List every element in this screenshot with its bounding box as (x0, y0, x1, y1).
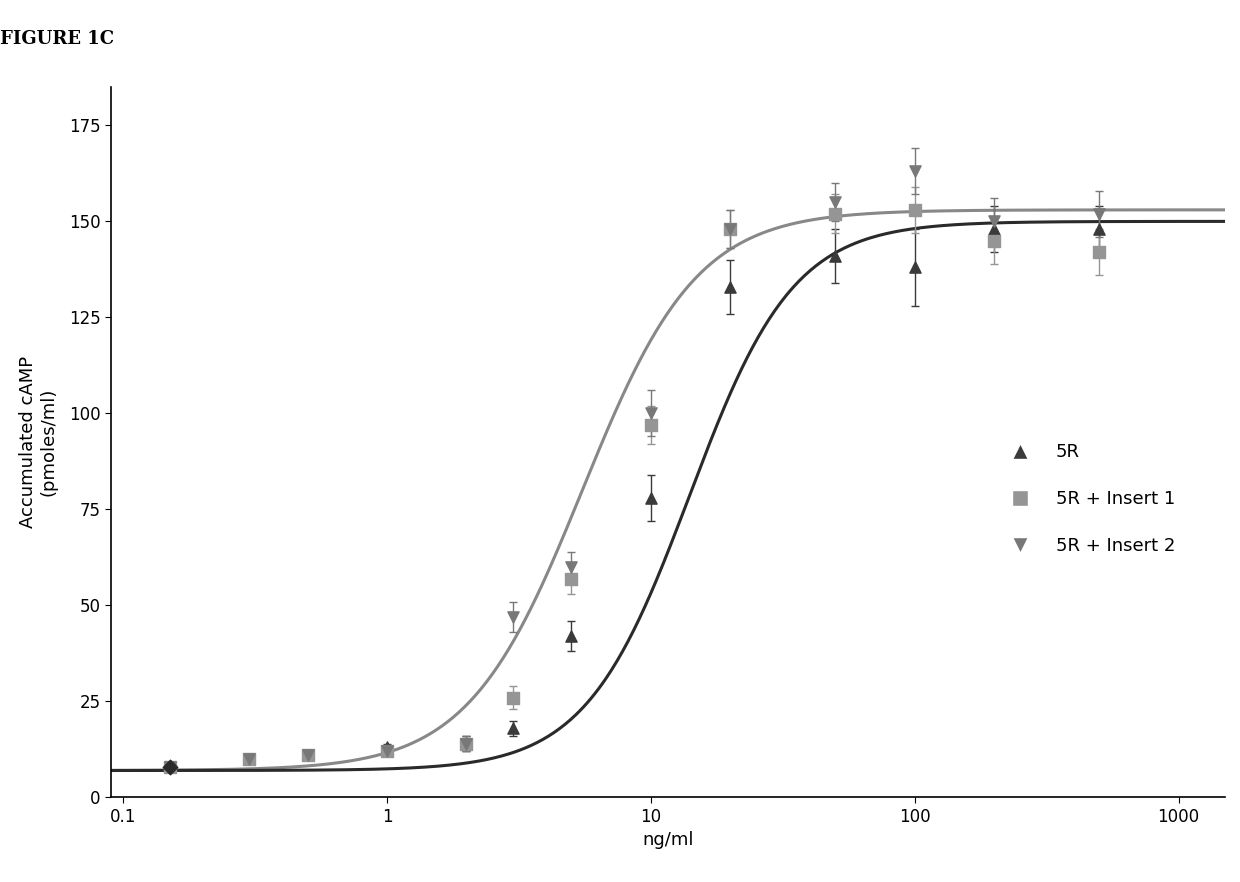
5R + Insert 1 (985, 234, 1004, 248)
5R (562, 629, 582, 643)
5R (985, 222, 1004, 236)
5R + Insert 2 (562, 560, 582, 574)
5R (641, 490, 661, 505)
Text: FIGURE 1C: FIGURE 1C (0, 30, 114, 49)
Point (160, 759, 180, 774)
5R + Insert 1 (503, 691, 523, 705)
5R + Insert 2 (456, 736, 476, 751)
5R + Insert 1 (298, 748, 317, 762)
5R + Insert 1 (239, 752, 259, 766)
5R + Insert 2 (826, 195, 846, 209)
5R (1089, 222, 1109, 236)
5R + Insert 2 (720, 222, 740, 236)
5R + Insert 1 (1089, 245, 1109, 259)
5R (826, 249, 846, 263)
5R + Insert 2 (377, 744, 397, 759)
5R + Insert 2 (985, 214, 1004, 228)
Legend: 5R, 5R + Insert 1, 5R + Insert 2: 5R, 5R + Insert 1, 5R + Insert 2 (994, 436, 1183, 562)
5R (503, 721, 523, 736)
5R + Insert 1 (826, 206, 846, 220)
5R + Insert 1 (905, 203, 925, 217)
5R + Insert 2 (641, 407, 661, 421)
Y-axis label: Accumulated cAMP
(pmoles/ml): Accumulated cAMP (pmoles/ml) (19, 356, 58, 528)
5R (720, 280, 740, 294)
5R + Insert 1 (377, 744, 397, 759)
5R + Insert 2 (160, 759, 180, 774)
5R (160, 759, 180, 774)
5R + Insert 1 (720, 222, 740, 236)
5R + Insert 1 (456, 736, 476, 751)
5R + Insert 2 (1089, 206, 1109, 220)
5R + Insert 2 (298, 748, 317, 762)
5R + Insert 2 (905, 164, 925, 178)
5R (905, 260, 925, 274)
5R + Insert 2 (503, 609, 523, 624)
5R + Insert 2 (239, 752, 259, 766)
5R + Insert 1 (562, 572, 582, 586)
5R + Insert 1 (641, 418, 661, 432)
5R (298, 748, 317, 762)
5R (456, 736, 476, 751)
X-axis label: ng/ml: ng/ml (642, 832, 694, 849)
5R (239, 752, 259, 766)
5R + Insert 1 (160, 759, 180, 774)
5R (377, 740, 397, 754)
